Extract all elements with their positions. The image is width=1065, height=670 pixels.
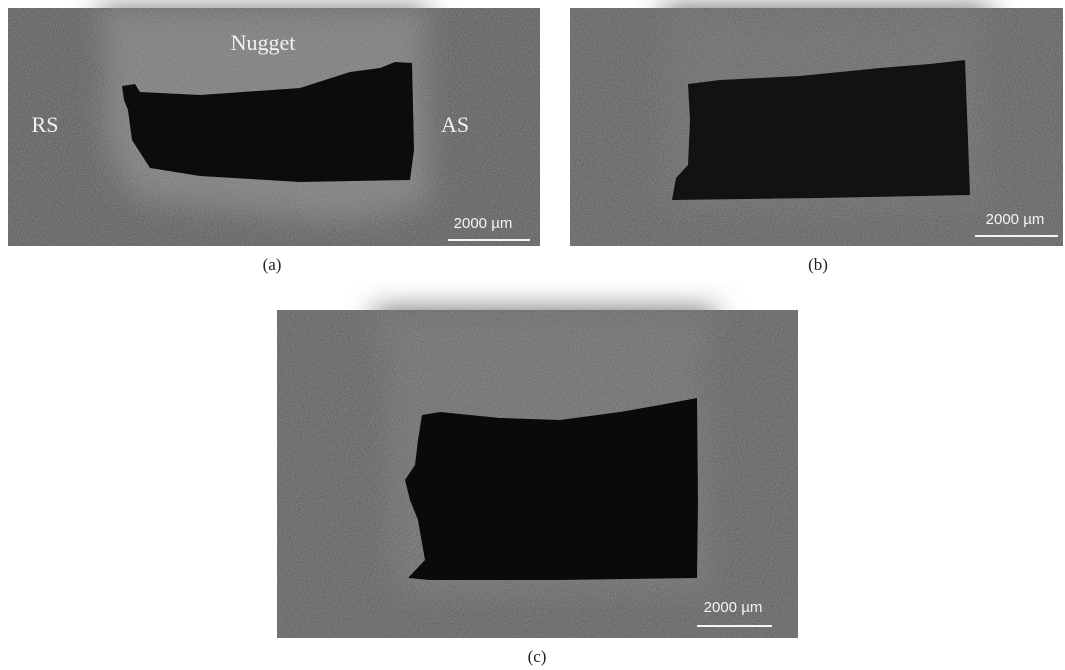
panel-a: Nugget RS AS 2000 µm (a): [8, 8, 540, 274]
scale-bar-label: 2000 µm: [704, 599, 763, 616]
panel-b: 2000 µm (b): [570, 8, 1063, 274]
panel-c: 2000 µm (c): [277, 310, 798, 666]
scale-bar-label: 2000 µm: [454, 215, 513, 232]
caption: (c): [528, 647, 547, 666]
scale-bar-label: 2000 µm: [986, 211, 1045, 228]
caption: (a): [263, 255, 282, 274]
label-nugget: Nugget: [231, 30, 296, 55]
label-rs: RS: [32, 112, 59, 137]
caption: (b): [808, 255, 828, 274]
cavity: [405, 398, 698, 580]
label-as: AS: [441, 112, 469, 137]
figure: Nugget RS AS 2000 µm (a) 2000 µm (b) 200…: [0, 0, 1065, 670]
cavity: [672, 60, 970, 200]
